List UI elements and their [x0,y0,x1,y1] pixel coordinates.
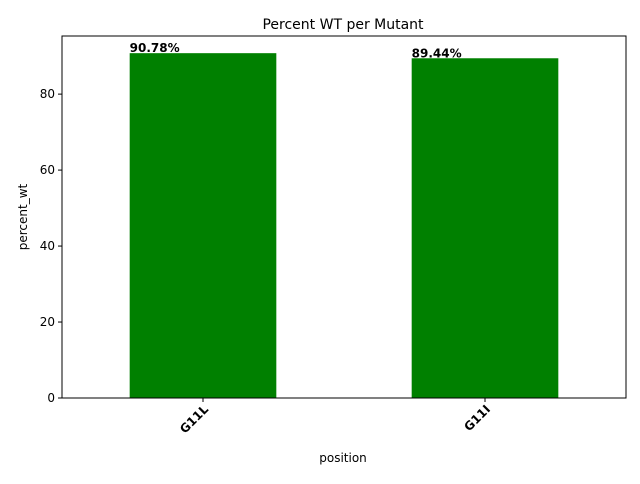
plot-frame [61,35,627,399]
y-tick-label: 80 [40,87,55,101]
x-axis-label: position [319,451,367,465]
data-label-g11l: 90.78% [130,41,180,55]
chart-title: Percent WT per Mutant [262,17,424,33]
y-tick-label: 40 [40,239,55,253]
bar-g11i [411,58,559,398]
y-axis: 0 20 40 60 80 [40,87,62,405]
x-tick-label: G11I [461,402,493,434]
data-labels: 90.78% 89.44% [130,41,462,60]
y-tick-label: 60 [40,163,55,177]
y-axis-label: percent_wt [16,183,30,250]
x-axis: G11L G11I [177,398,493,436]
bars [129,53,559,398]
y-tick-label: 0 [47,391,55,405]
data-label-g11i: 89.44% [412,46,462,60]
x-tick-label: G11L [177,402,211,436]
bar-g11l [129,53,277,398]
y-tick-label: 20 [40,315,55,329]
